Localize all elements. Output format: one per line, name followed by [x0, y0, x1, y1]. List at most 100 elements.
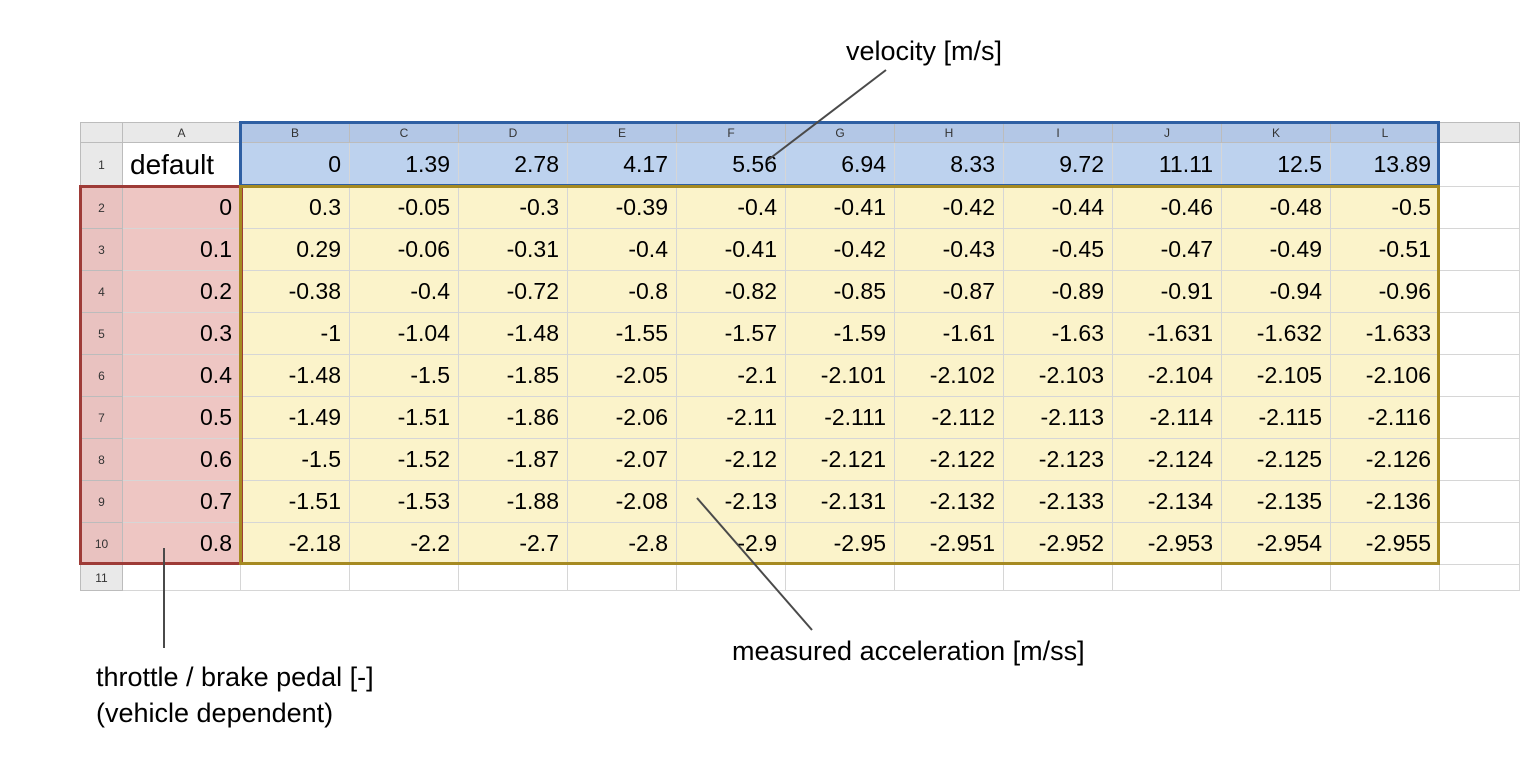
acceleration-cell-C9[interactable]: -1.53	[349, 480, 459, 523]
empty-cell[interactable]	[785, 564, 895, 591]
acceleration-cell-L9[interactable]: -2.136	[1330, 480, 1440, 523]
acceleration-cell-K5[interactable]: -1.632	[1221, 312, 1331, 355]
acceleration-cell-E8[interactable]: -2.07	[567, 438, 677, 481]
column-header-L[interactable]: L	[1330, 122, 1440, 143]
acceleration-cell-H7[interactable]: -2.112	[894, 396, 1004, 439]
velocity-cell-F1[interactable]: 5.56	[676, 142, 786, 187]
acceleration-cell-G6[interactable]: -2.101	[785, 354, 895, 397]
acceleration-cell-D6[interactable]: -1.85	[458, 354, 568, 397]
acceleration-cell-B2[interactable]: 0.3	[240, 186, 350, 229]
acceleration-cell-K2[interactable]: -0.48	[1221, 186, 1331, 229]
acceleration-cell-L4[interactable]: -0.96	[1330, 270, 1440, 313]
acceleration-cell-C5[interactable]: -1.04	[349, 312, 459, 355]
acceleration-cell-E2[interactable]: -0.39	[567, 186, 677, 229]
empty-cell[interactable]	[894, 564, 1004, 591]
acceleration-cell-I5[interactable]: -1.63	[1003, 312, 1113, 355]
empty-cell[interactable]	[567, 564, 677, 591]
default-cell-A1[interactable]: default	[122, 142, 241, 187]
column-header-H[interactable]: H	[894, 122, 1004, 143]
acceleration-cell-G8[interactable]: -2.121	[785, 438, 895, 481]
acceleration-cell-G2[interactable]: -0.41	[785, 186, 895, 229]
row-header-1[interactable]: 1	[80, 142, 123, 187]
acceleration-cell-J6[interactable]: -2.104	[1112, 354, 1222, 397]
empty-cell[interactable]	[122, 564, 241, 591]
acceleration-cell-J9[interactable]: -2.134	[1112, 480, 1222, 523]
row-header-4[interactable]: 4	[80, 270, 123, 313]
acceleration-cell-C3[interactable]: -0.06	[349, 228, 459, 271]
velocity-cell-J1[interactable]: 11.11	[1112, 142, 1222, 187]
empty-cell[interactable]	[676, 564, 786, 591]
acceleration-cell-E7[interactable]: -2.06	[567, 396, 677, 439]
acceleration-cell-B10[interactable]: -2.18	[240, 522, 350, 565]
acceleration-cell-D5[interactable]: -1.48	[458, 312, 568, 355]
empty-cell[interactable]	[1439, 270, 1520, 313]
acceleration-cell-I3[interactable]: -0.45	[1003, 228, 1113, 271]
acceleration-cell-I8[interactable]: -2.123	[1003, 438, 1113, 481]
acceleration-cell-K8[interactable]: -2.125	[1221, 438, 1331, 481]
throttle-cell-A4[interactable]: 0.2	[122, 270, 241, 313]
acceleration-cell-H10[interactable]: -2.951	[894, 522, 1004, 565]
acceleration-cell-C10[interactable]: -2.2	[349, 522, 459, 565]
acceleration-cell-D4[interactable]: -0.72	[458, 270, 568, 313]
column-header-A[interactable]: A	[122, 122, 241, 143]
acceleration-cell-B6[interactable]: -1.48	[240, 354, 350, 397]
row-header-8[interactable]: 8	[80, 438, 123, 481]
velocity-cell-I1[interactable]: 9.72	[1003, 142, 1113, 187]
empty-cell[interactable]	[1221, 564, 1331, 591]
throttle-cell-A7[interactable]: 0.5	[122, 396, 241, 439]
acceleration-cell-C2[interactable]: -0.05	[349, 186, 459, 229]
column-header-B[interactable]: B	[240, 122, 350, 143]
empty-cell[interactable]	[1439, 564, 1520, 591]
acceleration-cell-C7[interactable]: -1.51	[349, 396, 459, 439]
acceleration-cell-J5[interactable]: -1.631	[1112, 312, 1222, 355]
empty-cell[interactable]	[1439, 396, 1520, 439]
empty-cell[interactable]	[1439, 142, 1520, 187]
acceleration-cell-E4[interactable]: -0.8	[567, 270, 677, 313]
column-header-extra[interactable]	[1439, 122, 1520, 143]
velocity-cell-G1[interactable]: 6.94	[785, 142, 895, 187]
empty-cell[interactable]	[1439, 480, 1520, 523]
empty-cell[interactable]	[1439, 438, 1520, 481]
column-header-K[interactable]: K	[1221, 122, 1331, 143]
acceleration-cell-D8[interactable]: -1.87	[458, 438, 568, 481]
empty-cell[interactable]	[1439, 354, 1520, 397]
throttle-cell-A3[interactable]: 0.1	[122, 228, 241, 271]
acceleration-cell-I10[interactable]: -2.952	[1003, 522, 1113, 565]
acceleration-cell-F9[interactable]: -2.13	[676, 480, 786, 523]
row-header-9[interactable]: 9	[80, 480, 123, 523]
acceleration-cell-L8[interactable]: -2.126	[1330, 438, 1440, 481]
acceleration-cell-J2[interactable]: -0.46	[1112, 186, 1222, 229]
velocity-cell-C1[interactable]: 1.39	[349, 142, 459, 187]
acceleration-cell-I4[interactable]: -0.89	[1003, 270, 1113, 313]
empty-cell[interactable]	[1439, 312, 1520, 355]
acceleration-cell-L6[interactable]: -2.106	[1330, 354, 1440, 397]
row-header-7[interactable]: 7	[80, 396, 123, 439]
acceleration-cell-E3[interactable]: -0.4	[567, 228, 677, 271]
empty-cell[interactable]	[1439, 228, 1520, 271]
acceleration-cell-B8[interactable]: -1.5	[240, 438, 350, 481]
throttle-cell-A5[interactable]: 0.3	[122, 312, 241, 355]
empty-cell[interactable]	[349, 564, 459, 591]
acceleration-cell-F5[interactable]: -1.57	[676, 312, 786, 355]
acceleration-cell-L5[interactable]: -1.633	[1330, 312, 1440, 355]
acceleration-cell-L7[interactable]: -2.116	[1330, 396, 1440, 439]
row-header-11[interactable]: 11	[80, 564, 123, 591]
velocity-cell-B1[interactable]: 0	[240, 142, 350, 187]
empty-cell[interactable]	[1439, 522, 1520, 565]
throttle-cell-A6[interactable]: 0.4	[122, 354, 241, 397]
acceleration-cell-G9[interactable]: -2.131	[785, 480, 895, 523]
acceleration-cell-F4[interactable]: -0.82	[676, 270, 786, 313]
acceleration-cell-B9[interactable]: -1.51	[240, 480, 350, 523]
velocity-cell-K1[interactable]: 12.5	[1221, 142, 1331, 187]
acceleration-cell-H6[interactable]: -2.102	[894, 354, 1004, 397]
acceleration-cell-F6[interactable]: -2.1	[676, 354, 786, 397]
acceleration-cell-K4[interactable]: -0.94	[1221, 270, 1331, 313]
acceleration-cell-F3[interactable]: -0.41	[676, 228, 786, 271]
acceleration-cell-K10[interactable]: -2.954	[1221, 522, 1331, 565]
acceleration-cell-L10[interactable]: -2.955	[1330, 522, 1440, 565]
empty-cell[interactable]	[1439, 186, 1520, 229]
acceleration-cell-G3[interactable]: -0.42	[785, 228, 895, 271]
acceleration-cell-B5[interactable]: -1	[240, 312, 350, 355]
throttle-cell-A10[interactable]: 0.8	[122, 522, 241, 565]
acceleration-cell-H8[interactable]: -2.122	[894, 438, 1004, 481]
